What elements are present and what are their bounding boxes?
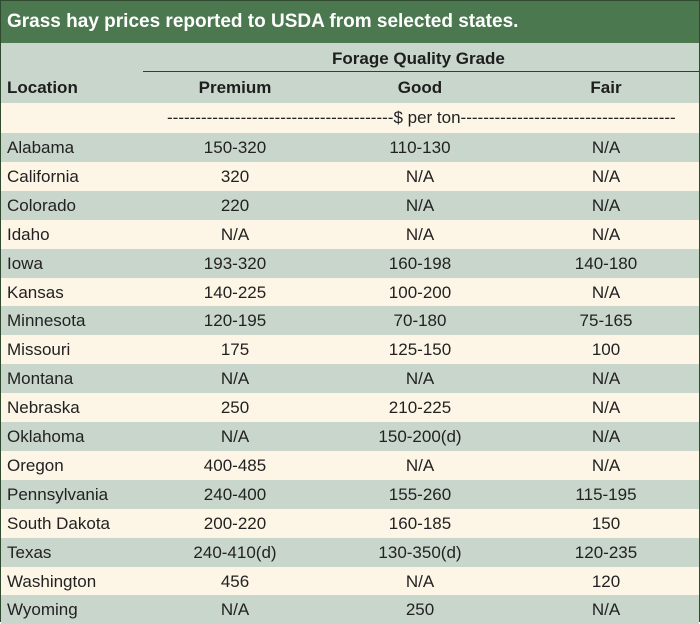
row-good-price: 70-180	[393, 311, 447, 331]
table-row: Minnesota 120-195 70-180 75-165	[1, 306, 699, 336]
table-row: Wyoming N/A 250 N/A	[1, 595, 699, 624]
column-header-good: Good	[397, 78, 443, 97]
row-good-price: 160-198	[388, 253, 452, 273]
row-fair-price: 140-180	[574, 253, 638, 273]
row-location: Alabama	[7, 138, 75, 157]
table-row: Idaho N/A N/A N/A	[1, 219, 699, 249]
row-location: Kansas	[7, 282, 64, 302]
row-premium-price: 175	[220, 340, 250, 360]
row-good-price: N/A	[405, 166, 435, 186]
table-row: Washington 456 N/A 120	[1, 566, 699, 596]
row-location: Idaho	[7, 224, 50, 244]
column-header-location: Location	[7, 78, 78, 97]
row-location: Minnesota	[7, 311, 86, 331]
row-premium-price: 400-485	[203, 455, 267, 475]
row-good-price: 160-185	[388, 513, 452, 533]
row-premium-price: 240-410(d)	[193, 542, 277, 562]
row-good-price: N/A	[405, 224, 435, 244]
column-header-fair: Fair	[590, 78, 622, 97]
row-good-price: 125-150	[388, 340, 452, 360]
row-location: South Dakota	[7, 513, 111, 533]
table-row: Missouri 175 125-150 100	[1, 335, 699, 365]
table-row: Nebraska 250 210-225 N/A	[1, 393, 699, 423]
table-row: Pennsylvania 240-400 155-260 115-195	[1, 479, 699, 509]
row-fair-price: N/A	[591, 195, 621, 215]
table-row: South Dakota 200-220 160-185 150	[1, 508, 699, 538]
row-fair-price: N/A	[591, 166, 621, 186]
row-premium-price: 200-220	[203, 513, 267, 533]
row-location: Nebraska	[7, 398, 80, 418]
row-good-price: N/A	[405, 455, 435, 475]
row-premium-price: 193-320	[203, 253, 267, 273]
row-good-price: 155-260	[388, 484, 452, 504]
row-premium-price: N/A	[220, 369, 250, 389]
table-title: Grass hay prices reported to USDA from s…	[1, 1, 699, 43]
table-row: Montana N/A N/A N/A	[1, 364, 699, 394]
row-fair-price: N/A	[591, 398, 621, 418]
row-fair-price: N/A	[591, 224, 621, 244]
row-fair-price: 120	[591, 571, 621, 591]
row-good-price: 100-200	[388, 282, 452, 302]
row-fair-price: N/A	[591, 369, 621, 389]
row-location: Iowa	[7, 253, 43, 273]
row-premium-price: N/A	[220, 600, 250, 620]
row-location: Colorado	[7, 195, 76, 215]
row-good-price: 110-130	[389, 138, 451, 157]
row-good-price: N/A	[405, 195, 435, 215]
unit-label: ----------------------------------------…	[167, 108, 675, 127]
row-fair-price: N/A	[591, 138, 621, 157]
row-good-price: 130-350(d)	[378, 542, 462, 562]
row-location: Pennsylvania	[7, 484, 109, 504]
table-row: Oregon 400-485 N/A N/A	[1, 450, 699, 480]
row-location: Washington	[7, 571, 97, 591]
row-fair-price: N/A	[591, 282, 621, 302]
row-premium-price: N/A	[220, 427, 250, 446]
row-premium-price: 320	[220, 166, 250, 186]
row-good-price: 210-225	[388, 398, 452, 418]
row-good-price: 250	[405, 600, 435, 620]
table-row: California 320 N/A N/A	[1, 161, 699, 191]
row-location: Missouri	[7, 340, 71, 360]
row-good-price: 150-200(d)	[378, 427, 462, 446]
table-row: Texas 240-410(d) 130-350(d) 120-235	[1, 537, 699, 567]
unit-row: ----------------------------------------…	[1, 103, 699, 133]
row-premium-price: 456	[220, 571, 250, 591]
row-fair-price: N/A	[591, 455, 621, 475]
row-good-price: N/A	[405, 571, 435, 591]
row-premium-price: 250	[220, 398, 250, 418]
table-row: Iowa 193-320 160-198 140-180	[1, 248, 699, 278]
row-location: Wyoming	[7, 600, 78, 620]
row-premium-price: 220	[220, 195, 250, 215]
row-premium-price: 240-400	[203, 484, 267, 504]
row-fair-price: N/A	[591, 600, 621, 620]
row-location: California	[7, 166, 79, 186]
row-good-price: N/A	[405, 369, 435, 389]
group-header-underline	[143, 71, 699, 72]
row-location: Montana	[7, 369, 74, 389]
row-fair-price: 120-235	[574, 542, 638, 562]
row-premium-price: N/A	[220, 224, 250, 244]
row-premium-price: 140-225	[203, 282, 267, 302]
group-header-forage-quality: Forage Quality Grade	[332, 49, 505, 68]
row-location: Oregon	[7, 455, 64, 475]
table-row: Colorado 220 N/A N/A	[1, 190, 699, 220]
table-row: Oklahoma N/A 150-200(d) N/A	[1, 422, 699, 451]
row-premium-price: 120-195	[203, 311, 267, 331]
row-premium-price: 150-320	[203, 138, 267, 157]
row-fair-price: 150	[591, 513, 621, 533]
row-fair-price: 75-165	[579, 311, 633, 331]
table-row: Kansas 140-225 100-200 N/A	[1, 277, 699, 307]
table-row: Alabama 150-320 110-130 N/A	[1, 133, 699, 162]
row-location: Texas	[7, 542, 52, 562]
table-header: Forage Quality Grade Location Premium Go…	[1, 43, 699, 103]
row-fair-price: 115-195	[575, 484, 637, 504]
column-header-premium: Premium	[198, 78, 272, 97]
row-fair-price: N/A	[591, 427, 621, 446]
row-location: Oklahoma	[7, 427, 85, 446]
row-fair-price: 100	[591, 340, 621, 360]
